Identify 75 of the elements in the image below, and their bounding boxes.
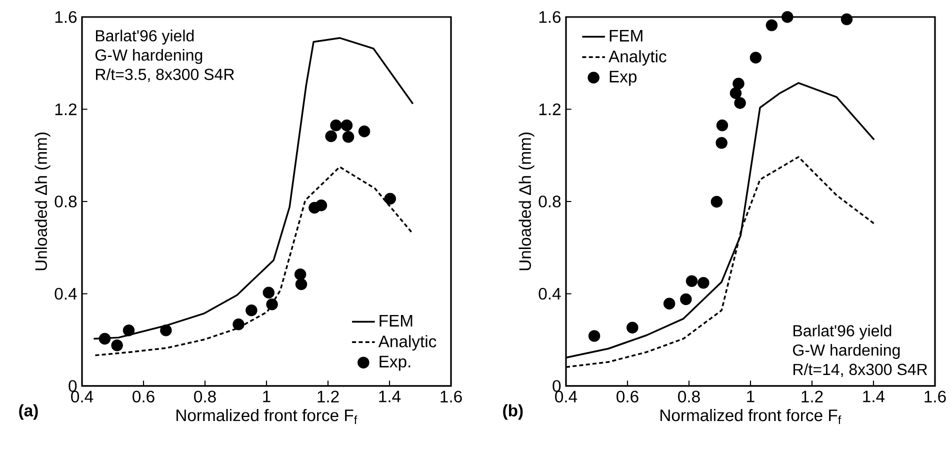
point [262,286,275,298]
point [716,137,728,149]
x-tick-label: 1.4 [379,390,401,402]
x-tick-label: 1 [263,390,270,402]
point [295,278,308,290]
legend-label: Analytic [608,50,666,66]
point [716,120,728,132]
legend-label: Exp [610,70,637,86]
x-axis-title: Normalized front force F$_{f}$ [660,408,842,424]
text: (b) [503,404,523,420]
point [111,340,123,352]
point [588,330,600,342]
x-tick-label: 1.6 [440,390,462,402]
y-tick-label: 1.6 [539,11,561,23]
point [266,298,278,310]
point [734,97,746,109]
y-tick-label: 1.2 [55,103,76,116]
y-tick-label: 0.8 [538,196,561,208]
point [98,332,111,345]
point [730,87,742,99]
x-tick-label: 0.4 [555,390,578,402]
point [340,120,353,132]
annotation: G-W hardening [95,49,202,64]
text: (a) [19,404,38,420]
point [686,275,698,287]
x-tick-label: 0.4 [71,390,94,402]
x-tick-label: 1.6 [924,390,946,402]
y-tick-label: 0.4 [54,288,77,300]
x-tick-label: 0.8 [194,390,216,402]
point [680,293,692,306]
point [626,322,638,334]
legend-label: Exp. [380,356,410,371]
x-axis-title: Normalized front force F$_{f}$ [176,408,358,424]
x-tick-label: 1.2 [318,390,339,402]
point [246,304,258,316]
x-tick-label: 0.6 [132,390,154,402]
point [315,200,328,212]
point [122,324,135,336]
y-axis-title: Unloaded Δh (mm) [34,132,50,270]
point [160,324,172,336]
legend-label: FEM [380,314,412,326]
y-tick-label: 1.2 [539,103,560,116]
point [840,13,853,26]
point [232,318,244,330]
y-tick-label: 0 [68,380,77,392]
y-tick-label: 0.4 [538,288,561,300]
annotation: G-W hardening [793,344,900,359]
point [782,11,794,23]
x-tick-label: 0.8 [678,390,700,402]
y-tick-label: 1.6 [55,11,77,23]
point [710,196,723,208]
x-tick-label: 1 [747,390,754,402]
point [750,52,762,64]
point [663,298,676,310]
x-tick-label: 1.2 [802,390,823,402]
point [698,277,710,289]
y-tick-label: 0 [552,380,561,392]
point [732,78,744,90]
annotation: Barlat'96 yield [794,324,892,340]
point [325,130,337,142]
annotation: R/t=14, 8x300 S4R [794,363,928,378]
legend-label: FEM [610,30,642,42]
point [294,268,306,280]
point [384,192,396,205]
point [342,131,354,143]
y-axis-title: Unloaded Δh (mm) [518,132,534,270]
point [766,19,778,32]
annotation: R/t=3.5, 8x300 S4R [96,68,234,82]
point [358,126,370,138]
y-tick-label: 0.8 [54,196,77,208]
annotation: Barlat'96 yield [96,30,194,45]
legend-label: Analytic [378,335,436,351]
x-tick-label: 0.6 [616,390,638,402]
point [330,120,342,132]
x-tick-label: 1.4 [863,390,885,402]
